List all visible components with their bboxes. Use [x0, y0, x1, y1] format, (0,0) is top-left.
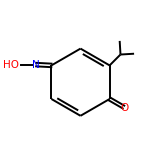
Text: N: N	[32, 60, 40, 70]
Text: HO: HO	[3, 60, 19, 70]
Text: O: O	[121, 103, 129, 113]
